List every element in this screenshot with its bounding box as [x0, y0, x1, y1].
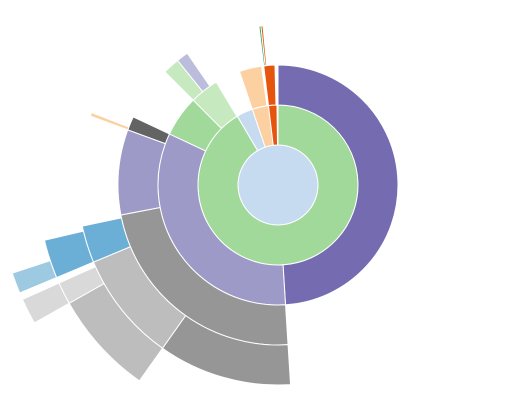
- sunburst-segment: [11, 259, 58, 294]
- sunburst-segment: [277, 64, 399, 306]
- sunburst-segment: [263, 64, 277, 107]
- sunburst-segment: [21, 282, 70, 324]
- sunburst-segment: [176, 52, 211, 93]
- sunburst-segment: [89, 111, 130, 131]
- sunburst-segment: [260, 25, 268, 67]
- sunburst-segment: [117, 129, 166, 216]
- sunburst-segment: [238, 65, 268, 110]
